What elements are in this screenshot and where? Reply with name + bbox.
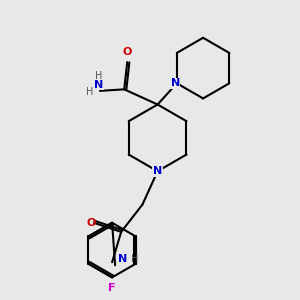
Text: H: H xyxy=(131,254,139,264)
Text: H: H xyxy=(86,87,93,98)
Text: N: N xyxy=(153,166,162,176)
Text: O: O xyxy=(86,218,95,228)
Text: N: N xyxy=(171,78,180,88)
Text: N: N xyxy=(94,80,103,90)
Text: F: F xyxy=(108,284,116,293)
Text: N: N xyxy=(118,254,127,264)
Text: O: O xyxy=(123,47,132,58)
Text: H: H xyxy=(95,71,102,81)
